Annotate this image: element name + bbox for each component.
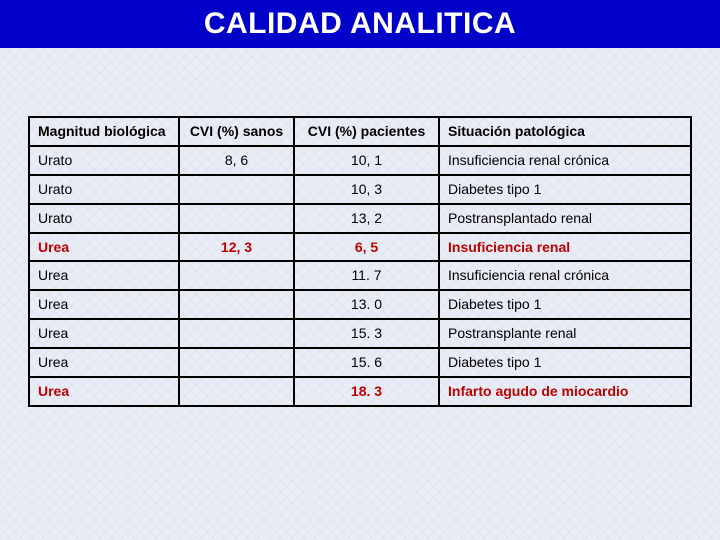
cell-sanos: [179, 377, 294, 406]
table-row: Urea 13. 0Diabetes tipo 1: [29, 290, 691, 319]
cell-pacientes: 6, 5: [294, 233, 439, 262]
cell-pacientes: 10, 1: [294, 146, 439, 175]
cell-situacion: Insuficiencia renal: [439, 233, 691, 262]
cell-magnitud: Urea: [29, 261, 179, 290]
cell-magnitud: Urato: [29, 175, 179, 204]
title-bar: CALIDAD ANALITICA: [0, 0, 720, 48]
table-row: Urea 11. 7Insuficiencia renal crónica: [29, 261, 691, 290]
cell-situacion: Diabetes tipo 1: [439, 290, 691, 319]
cell-pacientes: 11. 7: [294, 261, 439, 290]
table-row: Urea 15. 3Postransplante renal: [29, 319, 691, 348]
table-row: Urea 15. 6Diabetes tipo 1: [29, 348, 691, 377]
table-row: Urato 10, 3Diabetes tipo 1: [29, 175, 691, 204]
cell-pacientes: 13, 2: [294, 204, 439, 233]
cell-sanos: [179, 204, 294, 233]
content-area: Magnitud biológica CVI (%) sanos CVI (%)…: [0, 48, 720, 407]
cell-situacion: Postransplante renal: [439, 319, 691, 348]
cell-pacientes: 15. 6: [294, 348, 439, 377]
cell-situacion: Diabetes tipo 1: [439, 348, 691, 377]
table-header-row: Magnitud biológica CVI (%) sanos CVI (%)…: [29, 117, 691, 146]
col-header-situacion: Situación patológica: [439, 117, 691, 146]
cell-sanos: [179, 290, 294, 319]
table-row: Urato8, 610, 1Insuficiencia renal crónic…: [29, 146, 691, 175]
cell-magnitud: Urea: [29, 348, 179, 377]
table-row: Urato 13, 2Postransplantado renal: [29, 204, 691, 233]
cell-sanos: [179, 175, 294, 204]
cell-sanos: [179, 261, 294, 290]
cell-pacientes: 15. 3: [294, 319, 439, 348]
cell-sanos: 12, 3: [179, 233, 294, 262]
col-header-sanos: CVI (%) sanos: [179, 117, 294, 146]
table-body: Urato8, 610, 1Insuficiencia renal crónic…: [29, 146, 691, 406]
table-row: Urea 18. 3Infarto agudo de miocardio: [29, 377, 691, 406]
cell-situacion: Insuficiencia renal crónica: [439, 261, 691, 290]
cell-magnitud: Urato: [29, 204, 179, 233]
cell-situacion: Insuficiencia renal crónica: [439, 146, 691, 175]
data-table: Magnitud biológica CVI (%) sanos CVI (%)…: [28, 116, 692, 407]
cell-magnitud: Urea: [29, 377, 179, 406]
cell-situacion: Postransplantado renal: [439, 204, 691, 233]
col-header-pacientes: CVI (%) pacientes: [294, 117, 439, 146]
cell-situacion: Diabetes tipo 1: [439, 175, 691, 204]
cell-magnitud: Urea: [29, 233, 179, 262]
cell-pacientes: 10, 3: [294, 175, 439, 204]
cell-magnitud: Urato: [29, 146, 179, 175]
table-row: Urea12, 36, 5Insuficiencia renal: [29, 233, 691, 262]
cell-sanos: [179, 348, 294, 377]
cell-sanos: [179, 319, 294, 348]
cell-magnitud: Urea: [29, 319, 179, 348]
cell-pacientes: 13. 0: [294, 290, 439, 319]
cell-sanos: 8, 6: [179, 146, 294, 175]
cell-situacion: Infarto agudo de miocardio: [439, 377, 691, 406]
cell-magnitud: Urea: [29, 290, 179, 319]
cell-pacientes: 18. 3: [294, 377, 439, 406]
page-title: CALIDAD ANALITICA: [204, 7, 516, 41]
col-header-magnitud: Magnitud biológica: [29, 117, 179, 146]
